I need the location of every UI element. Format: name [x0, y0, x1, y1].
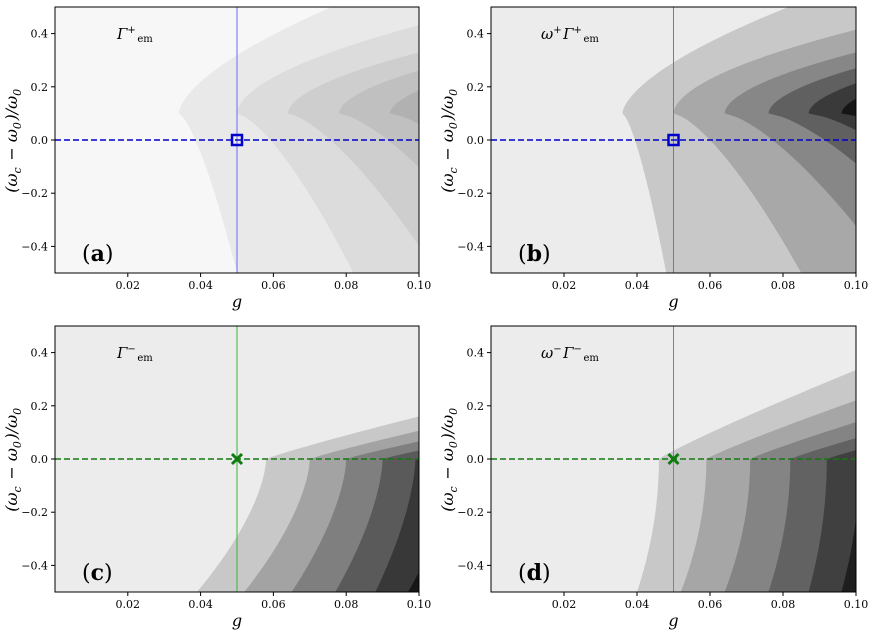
y-tick-label: 0.0 — [467, 453, 485, 466]
y-tick-label: 0.0 — [31, 134, 49, 147]
panel-c: 0.02 0.04 0.06 0.08 0.10 −0.4 −0.2 0.0 0.2 0.4 g (ω… — [2, 325, 432, 630]
contour-levels — [55, 326, 419, 592]
panel-letter: (a) — [82, 241, 113, 267]
contour-level-5 — [808, 83, 856, 131]
y-tick-label: 0.4 — [31, 28, 49, 41]
y-tick-label: 0.4 — [467, 347, 485, 360]
marker-square — [667, 133, 680, 147]
contour-level-5 — [389, 90, 419, 125]
x-axis-label: g — [668, 292, 678, 311]
x-tick-label: 0.08 — [334, 279, 359, 292]
panel-letter: (d) — [518, 560, 551, 586]
marker-x — [230, 452, 244, 466]
x-tick-label: 0.04 — [625, 598, 650, 611]
contour-level-6 — [841, 518, 856, 592]
panel-inset-label: Γ+ em — [116, 25, 154, 45]
contour-level-6 — [408, 571, 419, 592]
y-tick-label: −0.2 — [457, 506, 484, 519]
x-tick-label: 0.06 — [261, 279, 286, 292]
x-tick-label: 0.04 — [188, 598, 213, 611]
y-axis-label: (ωc − ω0 )/ω0 — [438, 406, 460, 512]
y-tick-label: −0.2 — [457, 187, 484, 200]
panel-letter: (c) — [82, 560, 113, 586]
panel-inset-label: ω+ Γ+ em — [541, 25, 600, 45]
y-tick-label: 0.4 — [31, 347, 49, 360]
marker-x — [667, 452, 680, 466]
x-tick-label: 0.06 — [698, 598, 723, 611]
contour-levels — [491, 316, 872, 602]
y-axis-label: (ωc − ω0 )/ω0 — [438, 87, 460, 193]
x-tick-label: 0.02 — [552, 279, 577, 292]
y-tick-label: −0.4 — [21, 559, 48, 572]
x-tick-label: 0.10 — [407, 598, 432, 611]
contour-level-7 — [856, 316, 872, 602]
y-tick-label: 0.4 — [467, 28, 485, 41]
contour-levels — [491, 7, 856, 273]
contour-level-6 — [841, 98, 856, 117]
panel-inset-label: Γ− em — [116, 344, 154, 364]
x-axis-label: g — [232, 611, 242, 630]
x-tick-label: 0.06 — [698, 279, 723, 292]
contour-level-5 — [808, 450, 856, 592]
y-tick-label: 0.2 — [467, 400, 485, 413]
y-tick-label: −0.4 — [21, 240, 48, 253]
y-tick-label: −0.4 — [457, 240, 484, 253]
panel-a: 0.02 0.04 0.06 0.08 0.10 −0.4 −0.2 0.0 0.2 0.4 g (ω… — [2, 6, 432, 311]
x-tick-label: 0.02 — [116, 279, 141, 292]
x-tick-label: 0.04 — [625, 279, 650, 292]
y-axis-label: (ωc − ω0 )/ω0 — [2, 87, 24, 193]
panel-d: 0.02 0.04 0.06 0.08 0.10 −0.4 −0.2 0.0 0.2 0.4 g (ω… — [438, 316, 872, 630]
x-axis-label: g — [232, 292, 242, 311]
x-tick-label: 0.10 — [844, 598, 869, 611]
y-tick-label: 0.0 — [31, 453, 49, 466]
x-axis-label: g — [668, 611, 678, 630]
contour-level-5 — [375, 458, 419, 592]
x-tick-label: 0.08 — [771, 279, 796, 292]
y-tick-label: 0.2 — [467, 81, 485, 94]
contour-levels — [55, 7, 419, 273]
x-tick-label: 0.08 — [771, 598, 796, 611]
y-axis-label: (ωc − ω0 )/ω0 — [2, 406, 24, 512]
panel-inset-label: ω− Γ− em — [541, 344, 600, 364]
y-tick-label: −0.2 — [21, 187, 48, 200]
x-tick-label: 0.10 — [844, 279, 869, 292]
x-tick-label: 0.08 — [334, 598, 359, 611]
y-tick-label: −0.4 — [457, 559, 484, 572]
y-tick-label: 0.2 — [31, 81, 49, 94]
x-tick-label: 0.06 — [261, 598, 286, 611]
y-tick-label: 0.0 — [467, 134, 485, 147]
y-tick-label: −0.2 — [21, 506, 48, 519]
panel-letter: (b) — [518, 241, 551, 267]
contour-level-4 — [338, 70, 419, 168]
x-tick-label: 0.02 — [116, 598, 141, 611]
panel-b: 0.02 0.04 0.06 0.08 0.10 −0.4 −0.2 0.0 0.2 0.4 g (ω… — [438, 6, 869, 311]
marker-square — [230, 133, 244, 147]
y-tick-label: 0.2 — [31, 400, 49, 413]
x-tick-label: 0.04 — [188, 279, 213, 292]
x-tick-label: 0.02 — [552, 598, 577, 611]
x-tick-label: 0.10 — [407, 279, 432, 292]
